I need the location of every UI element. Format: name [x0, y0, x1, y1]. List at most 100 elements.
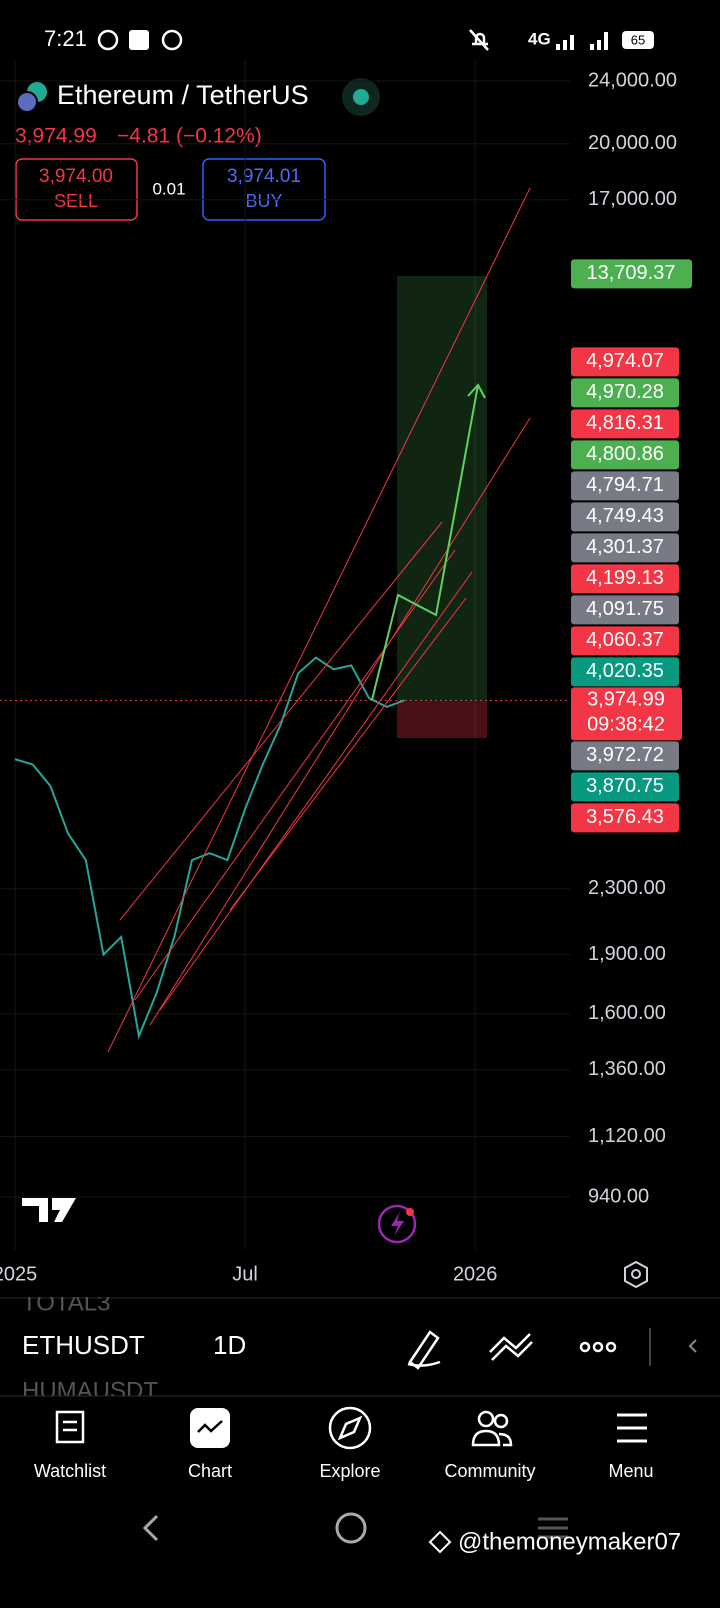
community-icon	[471, 1429, 513, 1447]
countdown: 09:38:42	[587, 714, 665, 736]
explore-icon	[337, 1415, 363, 1441]
menu-icon	[617, 1413, 647, 1443]
price-label-box	[571, 378, 679, 408]
price-label-box	[571, 347, 679, 377]
price-label-box	[571, 803, 679, 833]
nav-bar	[0, 1396, 720, 1608]
current-price: 3,974.99	[587, 689, 665, 711]
lightning-button[interactable]	[377, 1204, 417, 1244]
price-label: 4,091.75	[586, 598, 664, 620]
price-label: 4,020.35	[586, 660, 664, 682]
back-button[interactable]	[142, 1514, 159, 1542]
recents-button[interactable]	[538, 1517, 568, 1539]
settings-icon	[631, 1269, 641, 1279]
price-label-box	[571, 595, 679, 625]
price-label: 4,060.37	[586, 629, 664, 651]
drawings	[107, 187, 531, 1053]
price-label-box	[571, 772, 679, 802]
current-price-box	[571, 687, 682, 741]
price-label: 4,974.07	[586, 350, 664, 372]
nav-label[interactable]: Menu	[608, 1461, 653, 1481]
price-label: 4,800.86	[586, 443, 664, 465]
trend-line	[134, 549, 456, 1001]
explore-icon	[328, 1406, 372, 1450]
price-label: 4,199.13	[586, 567, 664, 589]
y-tick-label: 1,360.00	[588, 1058, 666, 1080]
price-label-box	[571, 564, 679, 594]
y-tick-label: 2,300.00	[588, 877, 666, 899]
trend-line	[149, 417, 531, 1026]
watermark-logo	[428, 1530, 452, 1554]
network: 4G	[528, 29, 551, 48]
watermark: @themoneymaker07	[458, 1528, 681, 1555]
price-label: 4,794.71	[586, 474, 664, 496]
price-label: 4,970.28	[586, 381, 664, 403]
price-label: 4,301.37	[586, 536, 664, 558]
y-tick-label: 1,600.00	[588, 1002, 666, 1024]
symbol[interactable]: ETHUSDT	[22, 1330, 145, 1360]
last-price: 3,974.99	[15, 125, 97, 148]
chart: 24,000.00 20,000.00 17,000.00 2,300.00 1,900…	[0, 60, 677, 1285]
price-label-box	[571, 626, 679, 656]
price-label-box	[571, 741, 679, 771]
chart-icon	[190, 1408, 230, 1448]
more-button[interactable]	[579, 1341, 617, 1353]
nav-label[interactable]: Explore	[319, 1461, 380, 1481]
nav-label[interactable]: Community	[444, 1461, 535, 1481]
nav-label[interactable]: Watchlist	[34, 1461, 106, 1481]
nav-label[interactable]: Chart	[188, 1461, 232, 1481]
watchlist-icon	[55, 1410, 85, 1444]
price-label-box	[571, 533, 679, 563]
time: 7:21	[44, 26, 87, 51]
draw-tool[interactable]	[407, 1330, 441, 1370]
sell-price: 3,974.00	[39, 166, 113, 187]
y-tick-label: 940.00	[588, 1185, 649, 1207]
battery	[622, 31, 654, 49]
trend-line	[229, 597, 467, 911]
x-tick-label: Jul	[232, 1263, 258, 1285]
notification-dot	[406, 1208, 414, 1216]
trend-tool[interactable]	[489, 1333, 533, 1361]
arrow-head	[467, 383, 486, 399]
mute-icon	[469, 29, 489, 51]
y-tick-label: 20,000.00	[588, 132, 677, 154]
battery-level: 65	[631, 32, 645, 47]
interval[interactable]: 1D	[213, 1330, 246, 1360]
stop-zone	[397, 702, 487, 738]
mask	[0, 1288, 720, 1297]
projection-arrow	[371, 384, 479, 701]
sell-button[interactable]	[15, 158, 138, 221]
price-label: 3,576.43	[586, 806, 664, 828]
price-label: 3,870.75	[586, 775, 664, 797]
buy-button[interactable]	[202, 158, 326, 221]
settings-icon[interactable]	[624, 1260, 648, 1289]
y-tick-label: 24,000.00	[588, 69, 677, 91]
x-tick-label: 2025	[0, 1263, 37, 1285]
chart-icon	[197, 1420, 223, 1433]
price-label-box	[571, 657, 679, 687]
collapse-button[interactable]	[688, 1339, 697, 1353]
price-label-box	[571, 440, 679, 470]
buy-label: BUY	[245, 191, 282, 211]
x-tick-label: 2026	[453, 1263, 498, 1285]
market-status	[353, 89, 369, 105]
price-label: 4,816.31	[586, 412, 664, 434]
trend-line	[159, 571, 473, 1011]
eth-icon	[16, 91, 38, 113]
symbol-title[interactable]: Ethereum / TetherUS	[57, 80, 309, 110]
bottom-nav: Watchlist Chart Explore Community Menu	[34, 1406, 654, 1481]
status-icon	[129, 30, 149, 50]
price-label-box	[571, 409, 679, 439]
price-change: −4.81 (−0.12%)	[117, 125, 262, 148]
home-button[interactable]	[335, 1512, 367, 1544]
buy-price: 3,974.01	[227, 166, 301, 187]
tv-logo	[22, 1198, 76, 1222]
y-tick-label: 1,120.00	[588, 1125, 666, 1147]
status-icon	[161, 29, 183, 51]
status-icon	[97, 29, 119, 51]
lightning-icon	[391, 1212, 404, 1236]
price-label-box	[571, 259, 692, 289]
y-tick-label: 1,900.00	[588, 943, 666, 965]
